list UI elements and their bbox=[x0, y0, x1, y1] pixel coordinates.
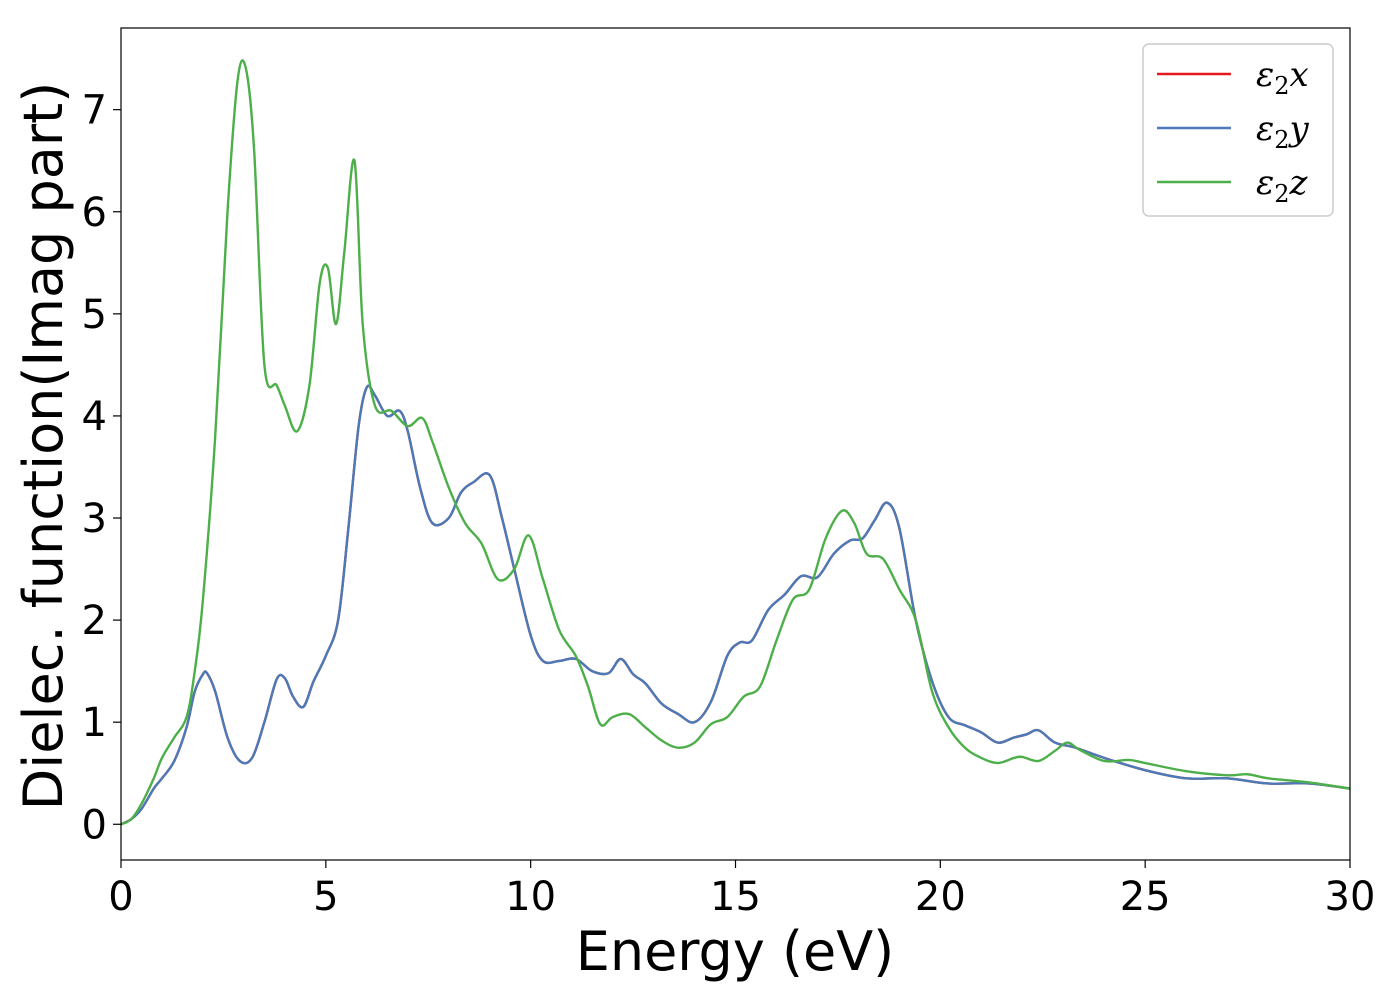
x-axis-title: Energy (eV) bbox=[576, 920, 895, 983]
x-axis-ticks: 0 5 10 15 20 25 30 bbox=[108, 860, 1375, 920]
y-tick-label: 7 bbox=[82, 88, 107, 134]
y-tick-label: 5 bbox=[82, 292, 107, 338]
y-tick-label: 0 bbox=[82, 802, 107, 848]
x-tick-label: 10 bbox=[505, 874, 556, 920]
x-tick-label: 15 bbox=[710, 874, 761, 920]
legend-label-eps2x: ε2x bbox=[1256, 55, 1309, 100]
legend-label-eps2y: ε2y bbox=[1256, 109, 1310, 154]
y-tick-label: 6 bbox=[82, 190, 107, 236]
x-tick-label: 25 bbox=[1120, 874, 1171, 920]
series-line-eps2x bbox=[120, 384, 1351, 826]
legend-label-eps2z: ε2z bbox=[1256, 163, 1309, 208]
y-axis-ticks: 0 1 2 3 4 5 6 7 bbox=[82, 88, 121, 848]
x-tick-label: 0 bbox=[108, 874, 133, 920]
series-layer bbox=[120, 59, 1351, 826]
x-tick-label: 5 bbox=[313, 874, 338, 920]
series-line-eps2y bbox=[120, 384, 1351, 826]
x-tick-label: 30 bbox=[1325, 874, 1376, 920]
series-line-eps2z bbox=[120, 59, 1351, 826]
legend: ε2x ε2y ε2z bbox=[1142, 43, 1334, 217]
legend-frame bbox=[1142, 43, 1334, 217]
y-tick-label: 1 bbox=[82, 700, 107, 746]
y-tick-label: 3 bbox=[82, 496, 107, 542]
x-tick-label: 20 bbox=[915, 874, 966, 920]
y-axis-title: Dielec. function(Imag part) bbox=[12, 82, 75, 811]
y-tick-label: 2 bbox=[82, 598, 107, 644]
legend-items: ε2x ε2y ε2z bbox=[1157, 55, 1310, 208]
y-tick-label: 4 bbox=[82, 394, 107, 440]
